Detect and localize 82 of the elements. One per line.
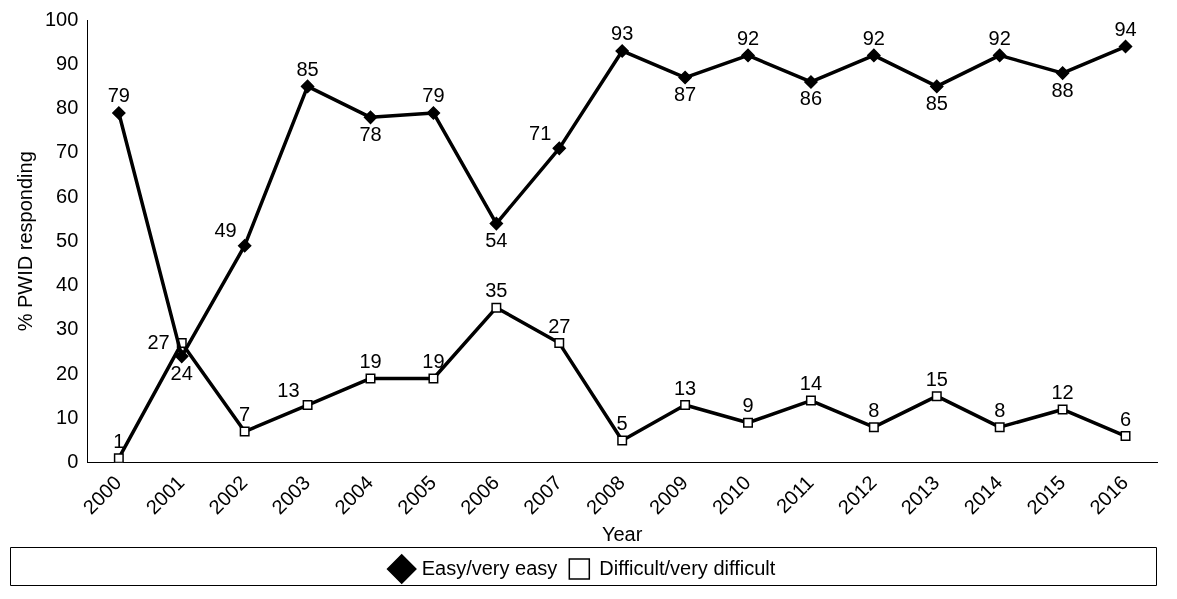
data-label: 92	[862, 26, 885, 49]
data-label: 86	[799, 87, 823, 110]
data-label: 49	[214, 219, 237, 242]
point	[680, 400, 691, 411]
point	[930, 79, 944, 94]
point	[489, 216, 504, 231]
point	[992, 48, 1007, 63]
data-label: 35	[485, 279, 508, 302]
point	[678, 70, 692, 85]
point	[804, 75, 818, 89]
data-label: 24	[170, 361, 193, 384]
data-label: 14	[799, 372, 823, 395]
y-tick-label: 80	[56, 96, 79, 119]
data-label: 13	[673, 376, 697, 399]
point	[868, 422, 879, 433]
point	[237, 238, 252, 253]
data-label: 78	[359, 122, 382, 145]
point	[994, 422, 1005, 433]
data-label: 87	[673, 83, 697, 106]
point	[113, 453, 124, 463]
y-tick-label: 10	[56, 405, 79, 428]
data-label: 8	[868, 398, 880, 421]
point	[363, 110, 378, 125]
y-tick-label: 0	[67, 450, 79, 473]
data-label: 12	[1051, 380, 1074, 403]
data-label: 79	[422, 84, 445, 107]
point	[741, 48, 755, 63]
data-label: 85	[296, 57, 319, 80]
data-label: 92	[988, 26, 1011, 49]
point	[805, 395, 816, 406]
data-label: 1	[113, 429, 125, 452]
y-tick-label: 70	[56, 140, 79, 163]
y-tick-label: 90	[56, 51, 79, 74]
legend-label: Difficult/very difficult	[599, 556, 776, 579]
point	[615, 44, 629, 58]
data-label: 54	[485, 229, 508, 252]
point	[302, 400, 313, 411]
point	[426, 106, 441, 120]
y-tick-label: 50	[56, 228, 79, 251]
data-label: 27	[147, 330, 170, 353]
data-label: 6	[1119, 407, 1132, 430]
data-label: 71	[529, 121, 552, 144]
point	[491, 302, 502, 313]
point	[175, 349, 189, 364]
x-axis-title: Year	[601, 522, 643, 545]
legend-label: Easy/very easy	[421, 556, 558, 579]
data-label: 94	[1114, 18, 1137, 41]
data-label: 15	[925, 367, 948, 390]
point	[112, 106, 126, 120]
y-tick-label: 30	[56, 317, 79, 340]
data-label: 85	[925, 91, 948, 114]
point	[617, 435, 628, 446]
data-label: 88	[1051, 78, 1074, 101]
data-label: 19	[422, 350, 445, 372]
point	[743, 417, 754, 428]
point	[1118, 39, 1133, 54]
y-tick-label: 20	[56, 361, 79, 384]
data-label: 27	[548, 314, 571, 337]
data-label: 79	[107, 84, 130, 107]
data-label: 93	[611, 22, 634, 45]
data-label: 13	[277, 378, 300, 401]
y-tick-label: 60	[56, 184, 79, 207]
data-label: 8	[994, 398, 1006, 421]
y-axis-title: % PWID responding	[13, 151, 36, 332]
data-label: 5	[616, 411, 628, 434]
data-label: 9	[742, 394, 754, 417]
data-label: 7	[239, 403, 251, 426]
point	[239, 426, 250, 437]
y-tick-label: 40	[56, 273, 79, 296]
point	[428, 373, 439, 384]
data-label: 19	[359, 350, 382, 372]
point	[365, 373, 376, 384]
point	[552, 141, 567, 156]
point	[1057, 404, 1068, 415]
point	[554, 338, 565, 349]
point	[1055, 66, 1070, 80]
point	[1120, 431, 1131, 442]
point	[867, 48, 881, 63]
data-label: 92	[736, 26, 760, 49]
point	[300, 79, 315, 94]
point	[931, 391, 942, 402]
y-tick-label: 100	[44, 7, 79, 30]
